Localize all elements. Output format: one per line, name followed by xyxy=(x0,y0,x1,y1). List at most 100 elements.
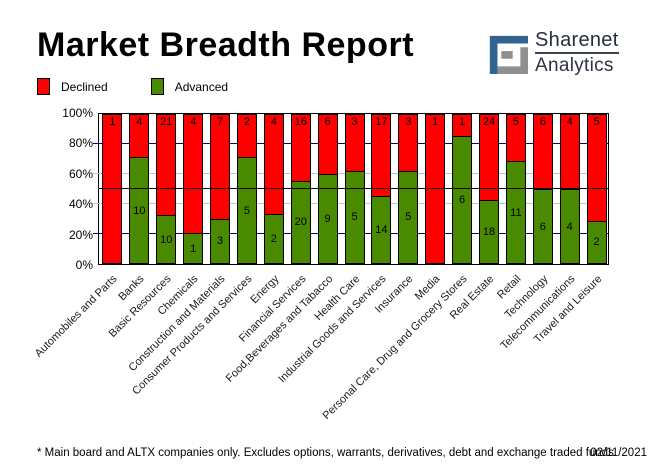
y-axis-label: 80% xyxy=(68,136,93,151)
advanced-value-label: 6 xyxy=(459,194,466,207)
bar-segment-advanced: 2 xyxy=(264,213,283,263)
y-axis-label: 60% xyxy=(68,166,93,181)
bar-segment-declined: 6 xyxy=(533,115,552,189)
y-axis-label: 100% xyxy=(62,106,93,120)
bar-segment-declined: 1 xyxy=(103,115,122,263)
bar-3: 21 10 xyxy=(156,114,177,264)
bar-segment-declined: 4 xyxy=(560,115,579,189)
declined-value-label: 7 xyxy=(216,116,224,128)
bar-segment-declined: 3 xyxy=(399,115,418,171)
sharenet-logo-icon xyxy=(489,35,528,74)
advanced-value-label: 3 xyxy=(216,235,224,248)
bar-segment-advanced: 3 xyxy=(211,218,230,263)
footnote: * Main board and ALTX companies only. Ex… xyxy=(37,447,614,459)
declined-value-label: 4 xyxy=(566,116,573,128)
declined-value-label: 6 xyxy=(324,116,331,128)
bar-16: 5 11 xyxy=(505,114,526,264)
declined-value-label: 5 xyxy=(512,116,519,128)
bar-1: 1 xyxy=(102,114,123,264)
logo-divider xyxy=(535,52,619,54)
bar-segment-declined: 4 xyxy=(130,115,149,158)
advanced-value-label: 10 xyxy=(160,233,173,246)
declined-value-label: 6 xyxy=(539,116,546,128)
bar-segment-advanced: 10 xyxy=(130,157,149,263)
bar-segment-advanced: 5 xyxy=(345,170,364,263)
bar-segment-declined: 4 xyxy=(184,115,203,234)
bar-segment-declined: 1 xyxy=(453,115,472,137)
advanced-value-label: 2 xyxy=(270,232,277,245)
bar-segment-advanced: 20 xyxy=(291,180,310,263)
bar-segment-declined: 1 xyxy=(426,115,445,263)
legend-label: Advanced xyxy=(174,79,229,94)
bar-segment-advanced: 2 xyxy=(587,220,606,263)
logo-sub-name: Analytics xyxy=(535,55,614,76)
bar-segment-advanced: 5 xyxy=(237,157,256,263)
axis-tick-60 xyxy=(93,173,99,174)
bar-segment-advanced: 14 xyxy=(372,196,391,263)
advanced-value-label: 6 xyxy=(539,220,546,233)
legend-swatch-declined xyxy=(37,78,50,95)
logo-text: Sharenet Analytics xyxy=(535,29,619,76)
axis-tick-40 xyxy=(93,203,99,204)
declined-value-label: 4 xyxy=(270,116,277,128)
bar-segment-advanced: 11 xyxy=(506,161,525,263)
declined-value-label: 21 xyxy=(160,116,173,128)
bar-segment-advanced: 5 xyxy=(399,170,418,263)
bar-segment-declined: 17 xyxy=(372,115,391,197)
bar-segment-declined: 7 xyxy=(211,115,230,219)
legend-swatch-advanced xyxy=(150,78,164,95)
report-date: 02/11/2021 xyxy=(590,447,647,459)
bar-2: 4 10 xyxy=(129,114,150,264)
bar-segment-advanced: 18 xyxy=(479,199,498,263)
bar-segment-advanced: 4 xyxy=(560,189,579,263)
chart-legend: Declined Advanced xyxy=(37,78,228,95)
bar-segment-declined: 4 xyxy=(264,115,283,214)
bar-segment-declined: 3 xyxy=(345,115,364,171)
legend-item-advanced: Advanced xyxy=(150,78,229,95)
bar-15: 24 18 xyxy=(478,114,499,264)
advanced-value-label: 20 xyxy=(294,216,307,229)
axis-tick-80 xyxy=(93,143,99,144)
bar-segment-advanced: 10 xyxy=(157,215,176,263)
bar-8: 16 20 xyxy=(290,114,311,264)
bar-segment-advanced: 1 xyxy=(184,233,203,263)
axis-tick-20 xyxy=(93,233,99,234)
declined-value-label: 1 xyxy=(459,116,466,128)
declined-value-label: 1 xyxy=(432,116,439,128)
bar-segment-declined: 2 xyxy=(237,115,256,158)
bar-segment-declined: 5 xyxy=(587,115,606,221)
declined-value-label: 17 xyxy=(375,116,388,128)
chart-plot-area: 1 4 10 21 10 4 1 7 3 2 5 4 2 16 20 6 9 3 5 17 14 3 5 1 1 6 24 18 5 11… xyxy=(93,113,609,265)
declined-value-label: 16 xyxy=(294,116,307,128)
declined-value-label: 2 xyxy=(243,116,250,128)
advanced-value-label: 9 xyxy=(324,213,331,226)
fifty-percent-line xyxy=(99,188,608,189)
y-axis-label: 20% xyxy=(68,227,93,242)
legend-item-declined: Declined xyxy=(37,78,108,95)
advanced-value-label: 18 xyxy=(482,225,496,238)
declined-value-label: 3 xyxy=(351,116,358,128)
advanced-value-label: 5 xyxy=(405,211,412,224)
declined-value-label: 4 xyxy=(136,116,143,128)
bar-11: 17 14 xyxy=(371,114,392,264)
declined-value-label: 1 xyxy=(109,116,116,128)
advanced-value-label: 4 xyxy=(566,220,573,233)
bar-segment-advanced: 6 xyxy=(453,136,472,263)
declined-value-label: 3 xyxy=(405,116,412,128)
y-axis-label: 40% xyxy=(68,197,93,212)
advanced-value-label: 5 xyxy=(351,211,358,224)
bar-segment-declined: 21 xyxy=(157,115,176,216)
advanced-value-label: 10 xyxy=(133,204,146,217)
bar-13: 1 xyxy=(425,114,446,264)
